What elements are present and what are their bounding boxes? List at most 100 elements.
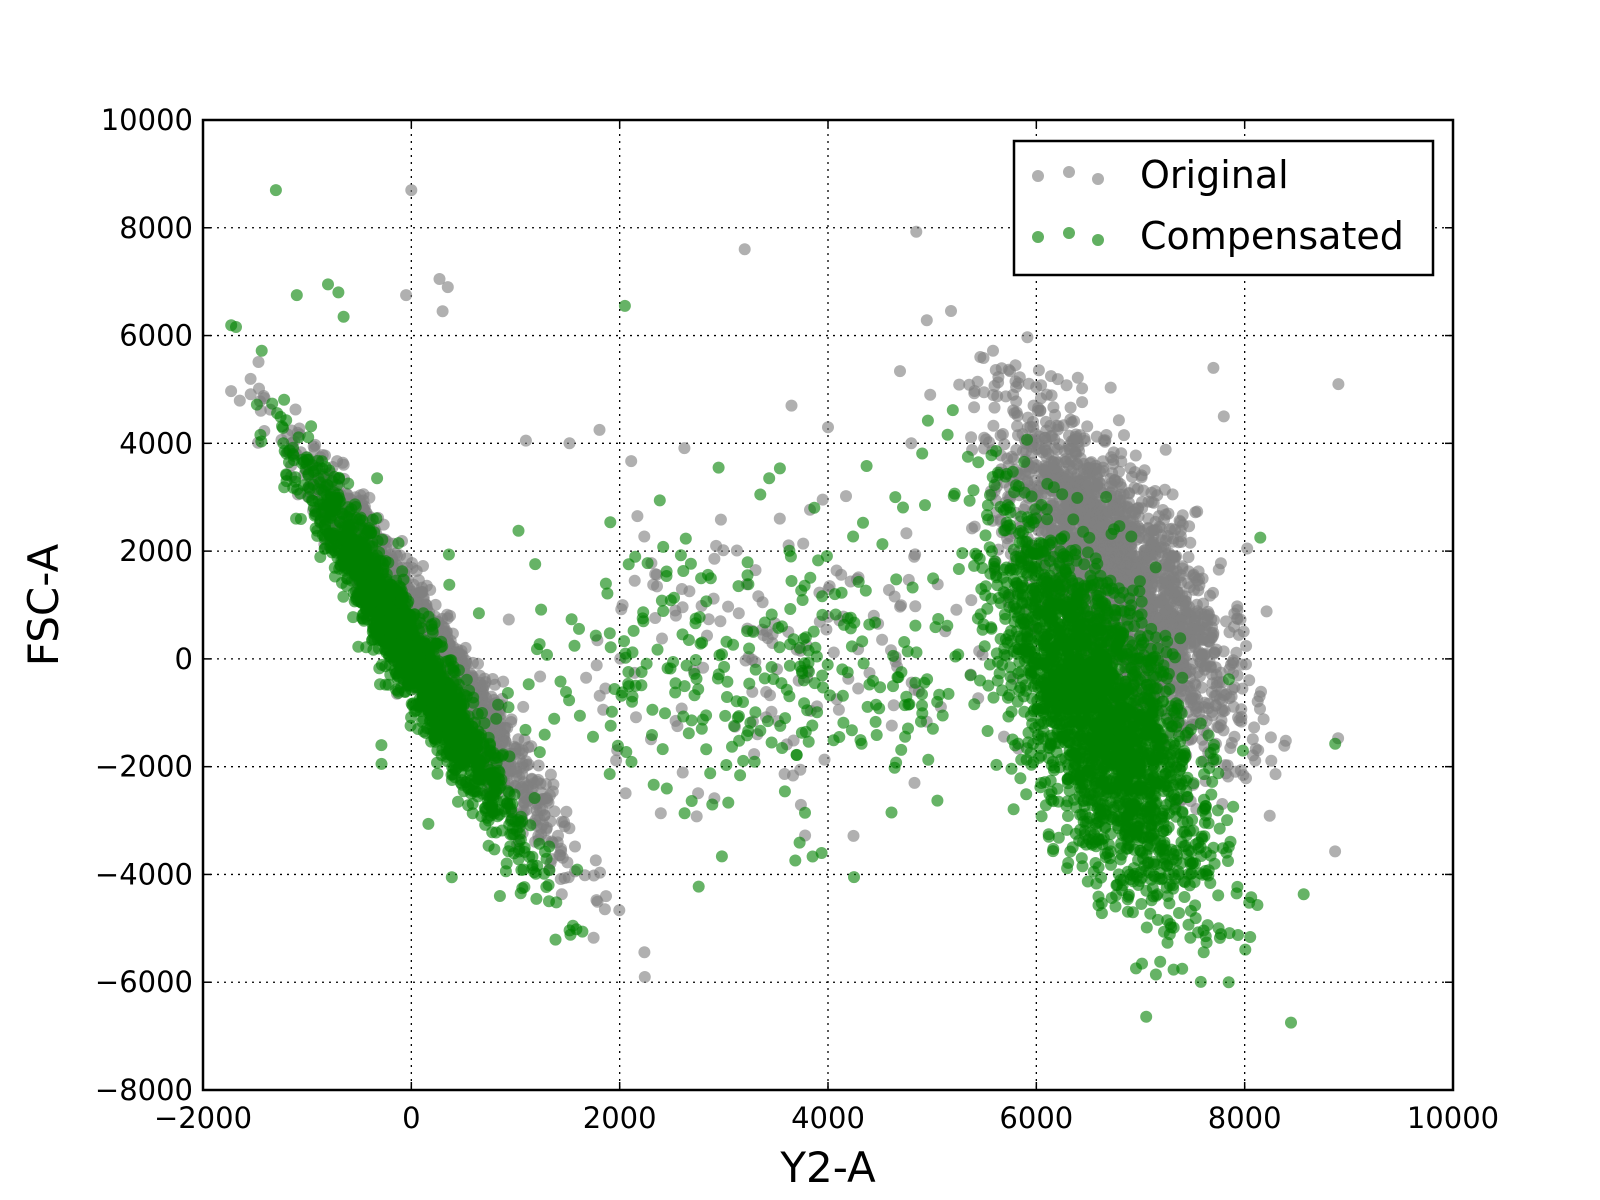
data-point	[590, 659, 603, 672]
data-point	[289, 403, 302, 416]
data-point	[1163, 549, 1176, 562]
data-point	[1076, 396, 1089, 409]
data-point	[1135, 469, 1148, 482]
data-point	[1193, 706, 1206, 719]
data-point	[225, 319, 238, 332]
data-point	[1049, 408, 1062, 421]
data-point	[1264, 731, 1277, 744]
data-point	[822, 421, 834, 434]
data-point	[756, 596, 769, 609]
data-point	[1214, 719, 1227, 732]
data-point	[534, 804, 547, 816]
data-point	[1257, 713, 1270, 726]
data-point	[497, 728, 510, 741]
data-point	[764, 689, 776, 702]
data-point	[580, 671, 593, 684]
data-point	[512, 733, 525, 746]
data-point	[773, 512, 786, 525]
data-point	[1254, 702, 1266, 715]
data-point	[924, 388, 937, 401]
data-point	[1187, 568, 1200, 581]
data-point	[827, 646, 840, 659]
data-point	[1004, 365, 1016, 378]
data-point	[548, 805, 561, 818]
data-point	[905, 437, 918, 450]
data-point	[714, 615, 727, 628]
data-point	[678, 442, 691, 455]
data-point	[1050, 419, 1063, 432]
data-point	[945, 305, 957, 317]
data-point	[832, 703, 845, 716]
data-point	[818, 753, 831, 766]
data-point	[1228, 730, 1241, 743]
data-point	[1159, 443, 1172, 456]
data-point	[1136, 502, 1149, 515]
data-point	[1154, 611, 1167, 624]
data-point	[531, 775, 543, 788]
data-point	[1129, 449, 1142, 462]
data-point	[1081, 420, 1094, 433]
data-point	[1032, 364, 1045, 377]
data-point	[1207, 361, 1220, 374]
data-point	[1009, 375, 1022, 388]
data-point	[1104, 472, 1117, 485]
data-point	[540, 881, 553, 893]
data-point	[885, 719, 898, 732]
data-point	[1206, 709, 1219, 722]
data-point	[732, 607, 745, 620]
data-point	[1232, 628, 1245, 641]
data-point	[1217, 645, 1230, 658]
data-point	[683, 585, 696, 598]
data-point	[1231, 612, 1243, 625]
data-point	[1051, 373, 1064, 386]
data-point	[1279, 734, 1292, 747]
data-point	[400, 289, 413, 302]
data-point	[1265, 754, 1278, 767]
data-point	[517, 700, 530, 713]
data-point	[638, 946, 651, 959]
data-point	[534, 670, 547, 683]
data-point	[820, 623, 833, 636]
data-point	[910, 225, 923, 238]
data-point	[794, 763, 807, 776]
data-point	[1060, 379, 1073, 392]
data-point	[1071, 371, 1084, 384]
data-point	[1174, 569, 1187, 582]
data-point	[1209, 699, 1222, 712]
data-point	[847, 829, 860, 842]
data-point	[554, 873, 567, 885]
data-point	[991, 390, 1004, 403]
data-point	[1182, 551, 1195, 564]
data-point	[1198, 649, 1211, 662]
data-point	[1248, 721, 1261, 734]
data-point	[1157, 593, 1170, 606]
data-point	[908, 776, 921, 789]
data-point	[591, 895, 604, 908]
data-point	[1217, 410, 1230, 423]
data-point	[519, 434, 532, 447]
data-point	[1122, 496, 1135, 509]
data-point	[1085, 502, 1098, 515]
data-point	[600, 890, 612, 903]
data-point	[593, 423, 606, 436]
data-point	[717, 544, 730, 557]
data-point	[1129, 550, 1142, 563]
data-point	[512, 853, 525, 866]
data-point	[1263, 809, 1276, 822]
data-point	[1021, 331, 1034, 344]
data-point	[676, 766, 689, 779]
data-point	[1071, 476, 1084, 489]
data-point	[563, 437, 576, 450]
data-point	[337, 458, 350, 471]
data-point	[992, 376, 1005, 389]
data-point	[1329, 845, 1342, 858]
data-point	[1260, 605, 1273, 618]
data-point	[630, 711, 642, 724]
data-point	[594, 866, 606, 879]
data-point	[505, 716, 518, 728]
data-point	[1115, 447, 1128, 460]
data-point	[1118, 429, 1130, 442]
data-point	[900, 527, 913, 540]
data-point	[1175, 685, 1188, 698]
data-point	[472, 657, 484, 670]
